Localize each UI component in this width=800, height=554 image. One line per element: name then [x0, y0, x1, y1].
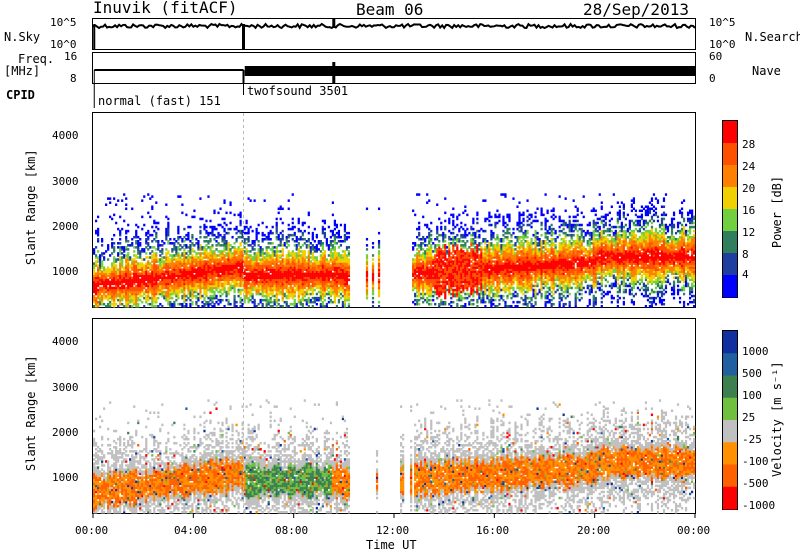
nave-tick-bottom: 0: [709, 72, 716, 85]
x-axis-label: Time UT: [366, 538, 417, 552]
velocity-colorbar-swatch: [723, 397, 737, 421]
velocity-cb-tick: 25: [742, 411, 756, 424]
nsky-trace: [92, 22, 696, 30]
power-panel: [92, 112, 696, 308]
freq-tick-bottom: 8: [70, 72, 77, 85]
xtick-2: 08:00: [275, 524, 309, 537]
velocity-cb-tick: 1000: [742, 345, 769, 358]
velocity-colorbar-swatch: [723, 420, 737, 443]
velocity-colorbar-swatch: [723, 353, 737, 376]
velocity-cb-tick: 500: [742, 367, 762, 380]
power-cb-tick: 28: [742, 138, 756, 151]
xtick-1: 04:00: [174, 524, 208, 537]
nsearch-tick-top: 10^5: [709, 16, 736, 29]
power-cb-tick: 8: [742, 248, 749, 261]
beam-title: Beam 06: [356, 0, 424, 19]
velocity-cb-tick: -25: [742, 433, 762, 446]
power-cb-tick: 4: [742, 268, 749, 281]
cpid-segment-2: twofsound 3501: [247, 84, 349, 98]
velocity-cb-tick: -1000: [742, 499, 776, 512]
xtick-0: 00:00: [75, 524, 109, 537]
power-cb-tick: 16: [742, 204, 756, 217]
power-ytick-4000: 4000: [52, 129, 79, 142]
velocity-ytick-4000: 4000: [52, 335, 79, 348]
cpid-label: CPID: [6, 88, 35, 102]
nave-band: [244, 66, 696, 76]
freq-tick-top: 16: [64, 50, 78, 63]
date-title: 28/Sep/2013: [583, 0, 689, 19]
velocity-colorbar-swatch: [723, 331, 737, 354]
power-colorbar-swatch: [723, 165, 737, 188]
velocity-colorbar-swatch: [723, 375, 737, 399]
velocity-ytick-1000: 1000: [52, 471, 79, 484]
power-ytick-2000: 2000: [52, 220, 79, 233]
velocity-colorbar-swatch: [723, 464, 737, 488]
power-ytick-1000: 1000: [52, 265, 79, 278]
freq-label: Freq.: [18, 52, 55, 66]
nsearch-label: N.Search: [745, 30, 800, 44]
power-colorbar-swatch: [723, 121, 737, 144]
velocity-colorbar-swatch: [723, 442, 737, 465]
power-colorbar-swatch: [723, 143, 737, 166]
velocity-cells: [93, 399, 696, 514]
power-cb-tick: 24: [742, 160, 756, 173]
velocity-cb-tick: -100: [742, 455, 769, 468]
velocity-colorbar-swatch: [723, 486, 737, 510]
nsky-panel: [92, 18, 696, 50]
cpid-segment-1: normal (fast) 151: [98, 94, 221, 108]
velocity-ytick-3000: 3000: [52, 381, 79, 394]
power-colorbar-swatch: [723, 253, 737, 276]
xtick-4: 16:00: [476, 524, 510, 537]
velocity-ytick-2000: 2000: [52, 426, 79, 439]
freq-unit: [MHz]: [4, 64, 41, 78]
nave-tick-top: 60: [709, 50, 723, 63]
power-cb-tick: 20: [742, 182, 756, 195]
velocity-cb-tick: 100: [742, 389, 762, 402]
nsearch-tick-bottom: 10^0: [709, 38, 736, 51]
nsky-tick-bottom: 10^0: [50, 38, 77, 51]
power-colorbar-swatch: [723, 275, 737, 298]
nsky-label: N.Sky: [4, 30, 41, 44]
xtick-5: 20:00: [577, 524, 611, 537]
xtick-6: 00:00: [677, 524, 711, 537]
power-cb-tick: 12: [742, 226, 756, 239]
velocity-cb-tick: -500: [742, 477, 769, 490]
station-title: Inuvik (fitACF): [93, 0, 238, 17]
nave-label: Nave: [752, 64, 781, 78]
power-colorbar-swatch: [723, 231, 737, 254]
freq-panel: [92, 52, 696, 84]
power-colorbar-swatch: [723, 187, 737, 210]
power-cells: [93, 193, 696, 308]
power-colorbar-swatch: [723, 209, 737, 232]
nsky-tick-top: 10^5: [50, 16, 77, 29]
xtick-3: 12:00: [376, 524, 410, 537]
power-ytick-3000: 3000: [52, 175, 79, 188]
